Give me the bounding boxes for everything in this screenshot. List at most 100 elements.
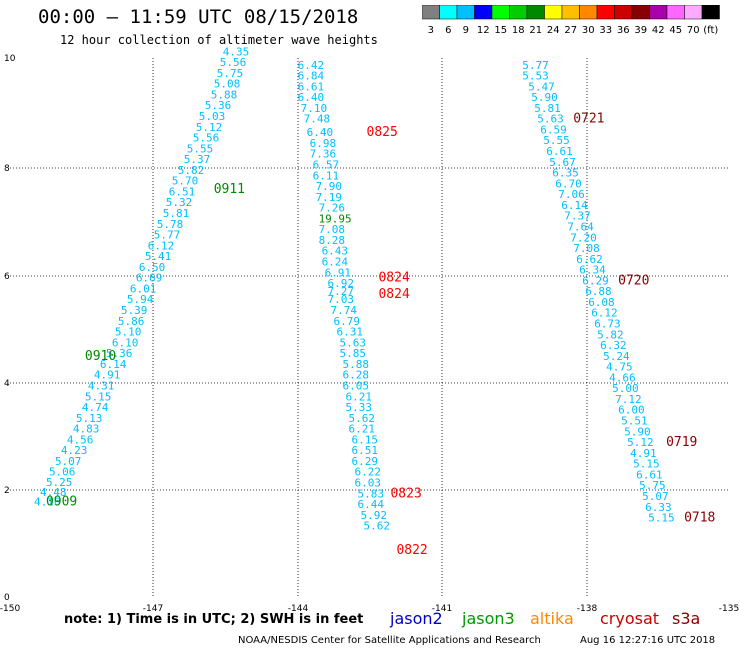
wave-height-value: 6.11 (313, 169, 340, 182)
wave-height-value: 6.61 (546, 145, 573, 158)
wave-height-value: 5.15 (633, 458, 660, 471)
colorbar-label: 9 (463, 25, 469, 36)
wave-height-value: 5.63 (537, 113, 564, 126)
wave-height-value: 5.88 (211, 88, 238, 101)
colorbar-label: 39 (634, 25, 647, 36)
satellite-legend-item: altika (530, 609, 574, 628)
wave-height-value: 5.77 (154, 229, 181, 242)
wave-height-value: 5.81 (163, 207, 190, 220)
x-tick-label: -141 (432, 604, 452, 614)
x-tick-label: -135 (719, 604, 739, 614)
wave-height-value: 6.42 (298, 59, 325, 72)
wave-height-value: 6.73 (594, 318, 621, 331)
wave-height-value: 5.56 (193, 132, 220, 145)
wave-height-value: 6.12 (148, 239, 175, 252)
wave-height-value: 4.75 (606, 361, 633, 374)
wave-height-value: 7.19 (316, 191, 343, 204)
wave-height-value: 6.12 (591, 307, 618, 320)
wave-height-value: 6.44 (358, 498, 385, 511)
colorbar-label: 24 (547, 25, 560, 36)
colorbar-label: 36 (617, 25, 630, 36)
satellite-legend-item: s3a (672, 609, 701, 628)
wave-height-value: 6.03 (355, 477, 382, 490)
wave-height-value: 7.26 (319, 202, 346, 215)
wave-height-value: 5.51 (621, 415, 648, 428)
wave-height-value: 4.35 (223, 45, 250, 58)
time-label: 0824 (378, 287, 409, 302)
wave-height-value: 19.95 (319, 212, 352, 225)
wave-height-value: 4.91 (630, 447, 657, 460)
wave-height-value: 5.39 (121, 304, 147, 317)
wave-height-value: 7.37 (564, 210, 591, 223)
wave-height-value: 6.34 (579, 264, 606, 277)
wave-height-value: 5.32 (166, 196, 193, 209)
wave-height-value: 6.35 (552, 167, 579, 180)
wave-height-value: 6.28 (343, 369, 370, 382)
time-label: 0718 (684, 511, 715, 526)
wave-height-value: 6.05 (343, 379, 370, 392)
wave-height-value: 5.07 (642, 490, 669, 503)
wave-height-value: 6.31 (337, 326, 364, 339)
colorbar-label: (ft) (703, 25, 718, 36)
wave-height-value: 6.08 (588, 296, 615, 309)
colorbar-label: 12 (477, 25, 490, 36)
wave-height-value: 5.36 (205, 99, 232, 112)
x-tick-label: -138 (577, 604, 598, 614)
wave-height-value: 5.08 (214, 78, 241, 91)
wave-height-value: 5.62 (349, 412, 376, 425)
colorbar-legend: 3 6 9 12 15 18 21 24 27 30 33 36 39 42 45 70 (ft) (422, 5, 720, 36)
y-tick-label: 4 (4, 379, 10, 389)
wave-height-value: 8.28 (319, 234, 346, 247)
wave-height-value: 6.59 (540, 123, 567, 136)
wave-height-value: 5.85 (340, 347, 367, 360)
time-label: 0719 (666, 435, 697, 450)
note-text: note: 1) Time is in UTC; 2) SWH is in fe… (64, 612, 364, 627)
wave-height-value: 5.67 (549, 156, 576, 169)
wave-height-value: 4.31 (88, 379, 115, 392)
wave-height-value: 6.61 (636, 468, 663, 481)
wave-height-value: 5.41 (145, 250, 172, 263)
colorbar-label: 33 (599, 25, 612, 36)
x-tick-label: -150 (0, 604, 20, 614)
wave-height-value: 6.88 (585, 285, 612, 298)
satellite-legend-item: jason2 (390, 609, 443, 628)
satellite-legend-item: cryosat (600, 609, 660, 628)
wave-height-value: 7.08 (319, 223, 346, 236)
wave-height-value: 5.06 (49, 466, 75, 479)
wave-height-value: 5.86 (118, 315, 145, 328)
wave-height-value: 5.13 (76, 412, 103, 425)
x-tick-label: -147 (143, 604, 163, 614)
wave-height-value: 6.50 (139, 261, 166, 274)
colorbar-label: 70 (687, 25, 700, 36)
wave-height-value: 7.64 (567, 220, 594, 233)
colorbar-swatch (701, 5, 720, 20)
time-label: 0911 (214, 182, 245, 197)
wave-height-value: 6.92 (328, 277, 355, 290)
wave-height-value: 6.51 (169, 185, 196, 198)
wave-height-value: 5.56 (220, 56, 247, 69)
wave-height-value: 7.74 (331, 304, 358, 317)
wave-height-value: 5.07 (55, 455, 82, 468)
time-label: 0720 (618, 273, 649, 288)
wave-height-value: 7.20 (570, 231, 597, 244)
wave-height-value: 5.55 (187, 142, 214, 155)
wave-height-value: 6.62 (576, 253, 603, 266)
wave-height-value: 5.12 (196, 121, 223, 134)
wave-height-value: 5.82 (597, 328, 624, 341)
wave-height-value: 6.14 (100, 358, 127, 371)
wave-height-value: 6.57 (313, 158, 340, 171)
satellite-legend-item: jason3 (462, 609, 515, 628)
wave-height-value: 5.90 (624, 425, 651, 438)
wave-height-value: 7.08 (573, 242, 600, 255)
wave-height-value: 4.56 (67, 433, 94, 446)
y-tick-label: 0 (4, 593, 10, 603)
colorbar-label: 30 (582, 25, 595, 36)
time-label: 0822 (396, 543, 427, 558)
wave-height-value: 5.53 (522, 70, 549, 83)
chart-subtitle: 12 hour collection of altimeter wave hei… (60, 33, 378, 47)
y-tick-label: 6 (4, 272, 10, 282)
wave-height-value: 5.90 (531, 91, 558, 104)
wave-height-value: 6.98 (310, 137, 337, 150)
wave-height-value: 5.00 (612, 382, 639, 395)
